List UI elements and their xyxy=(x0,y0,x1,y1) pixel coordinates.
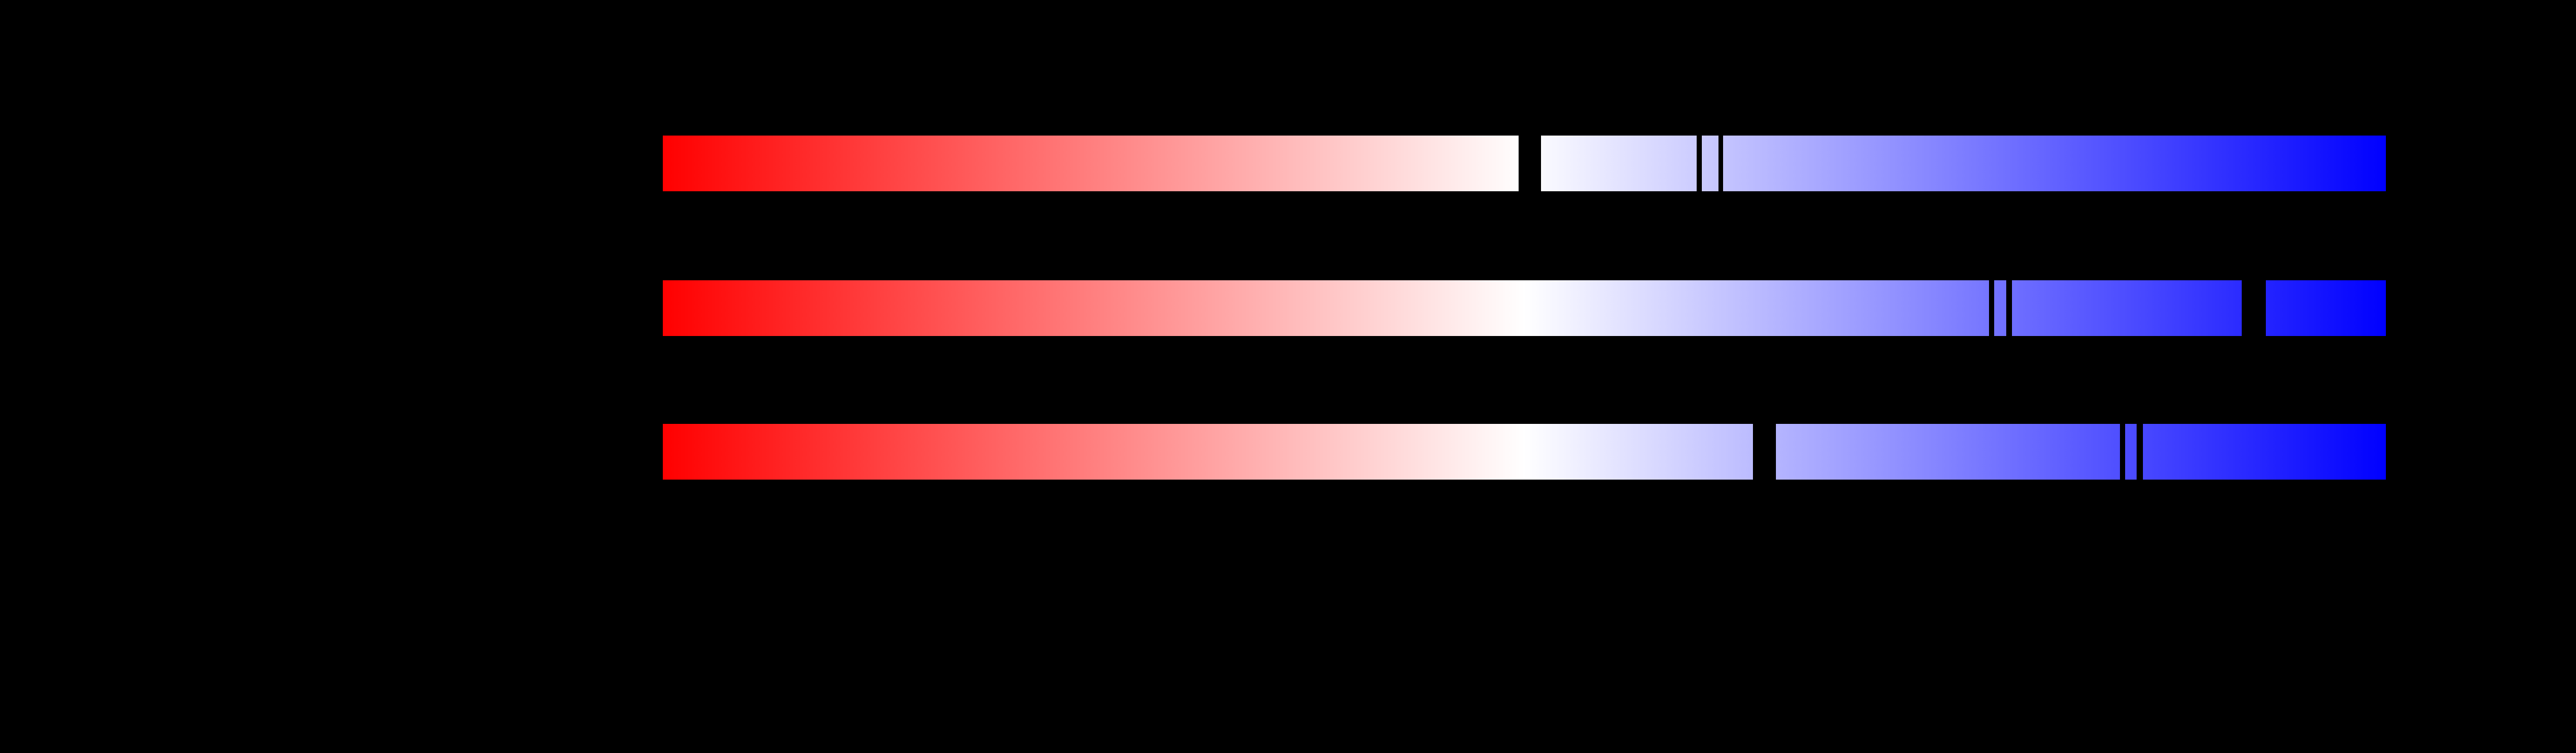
gradient-bar-2 xyxy=(663,280,2386,336)
band-mark xyxy=(1753,424,1776,480)
gradient-bar-1 xyxy=(663,136,2386,191)
band-mark xyxy=(1519,136,1541,191)
tick-mark xyxy=(2137,424,2143,480)
tick-mark xyxy=(1718,136,1723,191)
tick-mark xyxy=(1697,136,1702,191)
tick-mark xyxy=(2120,424,2125,480)
gradient-bar-3 xyxy=(663,424,2386,480)
tick-mark xyxy=(2006,280,2012,336)
tick-mark xyxy=(1989,280,1994,336)
band-mark xyxy=(2242,280,2266,336)
